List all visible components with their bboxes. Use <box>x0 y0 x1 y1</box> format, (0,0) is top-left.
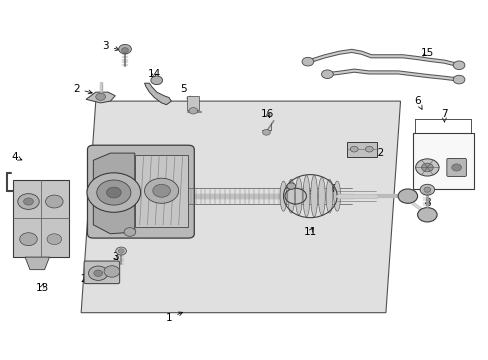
Circle shape <box>286 183 295 189</box>
Circle shape <box>415 159 438 176</box>
Circle shape <box>144 178 178 203</box>
Circle shape <box>20 233 37 246</box>
Circle shape <box>302 57 313 66</box>
Text: 6: 6 <box>413 96 421 109</box>
Text: 4: 4 <box>11 152 22 162</box>
Circle shape <box>151 76 162 85</box>
Polygon shape <box>81 101 400 313</box>
Circle shape <box>321 70 332 78</box>
Polygon shape <box>135 155 188 226</box>
FancyBboxPatch shape <box>87 145 194 238</box>
Circle shape <box>87 173 141 212</box>
Text: 16: 16 <box>261 109 274 119</box>
Ellipse shape <box>280 181 286 211</box>
Text: 7: 7 <box>440 109 447 122</box>
Text: 11: 11 <box>303 227 316 237</box>
Text: 5: 5 <box>180 84 190 100</box>
Circle shape <box>349 146 357 152</box>
Polygon shape <box>144 83 171 105</box>
Circle shape <box>419 184 434 195</box>
Circle shape <box>45 195 63 208</box>
Circle shape <box>452 61 464 69</box>
Circle shape <box>47 234 61 244</box>
Ellipse shape <box>310 176 317 217</box>
Circle shape <box>96 93 105 100</box>
Circle shape <box>423 187 430 192</box>
Circle shape <box>118 249 124 253</box>
Text: 9: 9 <box>302 184 311 194</box>
Text: 12: 12 <box>368 148 385 158</box>
Text: 13: 13 <box>36 283 49 293</box>
Ellipse shape <box>287 179 294 213</box>
Circle shape <box>106 187 121 198</box>
Polygon shape <box>93 153 135 234</box>
Ellipse shape <box>295 177 302 215</box>
Circle shape <box>104 266 120 277</box>
FancyBboxPatch shape <box>13 180 69 257</box>
Text: 1: 1 <box>165 312 182 323</box>
FancyBboxPatch shape <box>84 261 120 284</box>
Circle shape <box>153 184 170 197</box>
Ellipse shape <box>318 177 325 215</box>
Circle shape <box>417 208 436 222</box>
Circle shape <box>18 194 39 210</box>
Circle shape <box>97 180 131 205</box>
Text: 15: 15 <box>420 48 433 58</box>
Circle shape <box>94 270 102 276</box>
Bar <box>412 134 473 189</box>
Text: 10: 10 <box>325 184 338 194</box>
Circle shape <box>124 228 136 236</box>
Text: 2: 2 <box>73 84 92 94</box>
Text: 14: 14 <box>147 69 161 79</box>
Text: 3: 3 <box>112 252 119 262</box>
Polygon shape <box>86 92 115 103</box>
Polygon shape <box>25 257 49 270</box>
Ellipse shape <box>333 181 340 211</box>
Circle shape <box>452 75 464 84</box>
Ellipse shape <box>325 179 332 213</box>
Text: 3: 3 <box>102 41 119 50</box>
Bar <box>186 96 199 110</box>
Circle shape <box>116 247 126 255</box>
Circle shape <box>451 164 461 171</box>
Text: 8: 8 <box>423 198 430 208</box>
FancyBboxPatch shape <box>446 158 466 176</box>
Circle shape <box>23 198 33 205</box>
Circle shape <box>397 189 417 203</box>
Circle shape <box>88 266 108 280</box>
Circle shape <box>365 146 372 152</box>
Circle shape <box>119 44 131 54</box>
Circle shape <box>188 108 197 114</box>
Text: 2: 2 <box>80 274 92 284</box>
Circle shape <box>122 48 128 53</box>
Circle shape <box>421 163 432 172</box>
Bar <box>346 141 376 157</box>
Circle shape <box>262 130 270 135</box>
Ellipse shape <box>303 176 309 217</box>
